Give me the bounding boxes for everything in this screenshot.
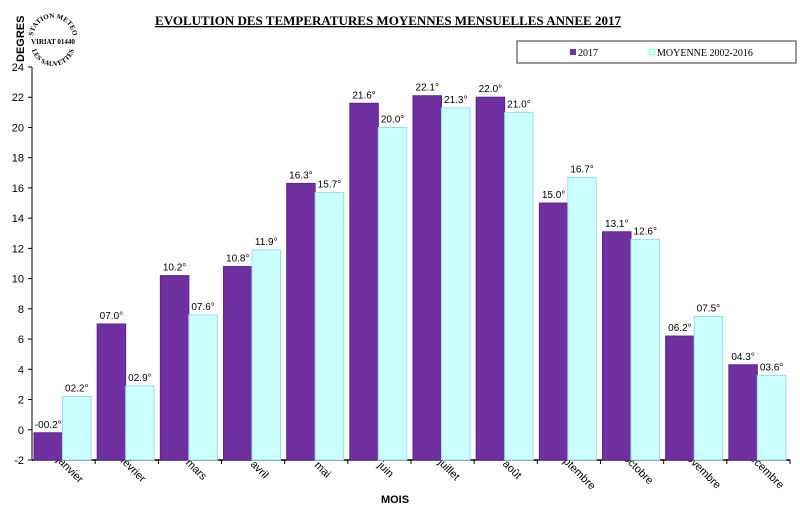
data-label: -00.2° — [35, 420, 62, 431]
x-tick-label: mai — [312, 459, 333, 480]
data-label: 22.1° — [416, 83, 439, 94]
chart-title: EVOLUTION DES TEMPERATURES MOYENNES MENS… — [155, 13, 621, 28]
bar-moyenne — [377, 126, 408, 461]
data-label: 13.1° — [605, 219, 628, 230]
bar-2017 — [602, 231, 632, 461]
x-tick-label: août — [500, 458, 524, 482]
bar-moyenne — [567, 176, 597, 461]
bar-2017 — [286, 182, 316, 461]
x-tick-label: juin — [375, 459, 396, 480]
y-tick-label: 0 — [18, 425, 24, 437]
bar-2017 — [728, 364, 758, 461]
data-label: 03.6° — [760, 362, 783, 373]
data-label: 06.2° — [668, 323, 691, 334]
y-tick-label: 6 — [18, 334, 24, 346]
bar-moyenne — [630, 238, 660, 461]
data-label: 21.6° — [352, 90, 375, 101]
y-tick-label: -2 — [14, 455, 24, 467]
x-axis-label: MOIS — [381, 494, 409, 506]
data-label: 04.3° — [731, 352, 754, 363]
bar-moyenne — [756, 374, 787, 461]
bar-2017 — [349, 102, 379, 461]
bar-moyenne — [693, 315, 724, 461]
legend-swatch-moyenne — [648, 48, 656, 56]
y-tick-label: 4 — [18, 364, 24, 376]
y-tick-label: 14 — [12, 213, 24, 225]
y-axis-label: DEGRES — [15, 16, 27, 62]
x-tick-label: avril — [248, 459, 271, 482]
bar-moyenne — [314, 191, 345, 461]
y-tick-label: 24 — [12, 62, 24, 74]
bar-moyenne — [188, 314, 218, 461]
svg-text:STATION METEO: STATION METEO — [27, 12, 79, 37]
data-label: 15.7° — [318, 179, 341, 190]
data-label: 07.5° — [697, 303, 720, 314]
data-label: 21.0° — [507, 99, 530, 110]
data-label: 15.0° — [542, 190, 565, 201]
y-tick-label: 18 — [12, 153, 24, 165]
bar-moyenne — [441, 107, 471, 461]
bar-2017 — [96, 323, 127, 461]
y-tick-label: 8 — [18, 304, 24, 316]
bar-moyenne — [251, 249, 281, 461]
bar-2017 — [412, 95, 442, 461]
bar-2017 — [665, 335, 695, 461]
bar-2017 — [33, 432, 63, 461]
x-tick-label: mars — [183, 457, 209, 483]
legend-swatch-2017 — [570, 49, 576, 55]
bar-moyenne — [125, 385, 155, 461]
y-tick-label: 2 — [18, 395, 24, 407]
data-label: 21.3° — [444, 95, 467, 106]
legend-label-moyenne: MOYENNE 2002-2016 — [657, 48, 753, 59]
svg-text:VIRIAT 01440: VIRIAT 01440 — [31, 38, 75, 46]
bar-moyenne — [62, 396, 92, 461]
data-label: 12.6° — [634, 226, 657, 237]
stamp-logo: STATION METEO VIRIAT 01440 LES SAUVETTES — [27, 12, 79, 68]
legend-label-2017: 2017 — [578, 48, 598, 59]
legend: 2017 MOYENNE 2002-2016 — [516, 40, 797, 64]
data-label: 22.0° — [479, 84, 502, 95]
y-tick-label: 12 — [12, 243, 24, 255]
data-label: 16.7° — [570, 164, 593, 175]
svg-text:LES SAUVETTES: LES SAUVETTES — [30, 48, 76, 68]
data-label: 02.2° — [65, 384, 88, 395]
y-tick-label: 20 — [12, 122, 24, 134]
data-label: 10.8° — [226, 254, 249, 265]
data-label: 07.0° — [100, 311, 123, 322]
y-tick-label: 16 — [12, 183, 24, 195]
bar-2017 — [538, 202, 569, 461]
data-label: 02.9° — [128, 373, 151, 384]
data-label: 07.6° — [191, 302, 214, 313]
data-label: 16.3° — [289, 170, 312, 181]
bar-2017 — [159, 275, 190, 461]
y-tick-label: 22 — [12, 92, 24, 104]
bar-moyenne — [504, 111, 534, 461]
data-label: 10.2° — [163, 263, 186, 274]
y-tick-label: 10 — [12, 274, 24, 286]
bar-2017 — [223, 266, 253, 461]
data-label: 20.0° — [381, 114, 404, 125]
bar-2017 — [475, 96, 506, 461]
data-label: 11.9° — [255, 237, 278, 248]
